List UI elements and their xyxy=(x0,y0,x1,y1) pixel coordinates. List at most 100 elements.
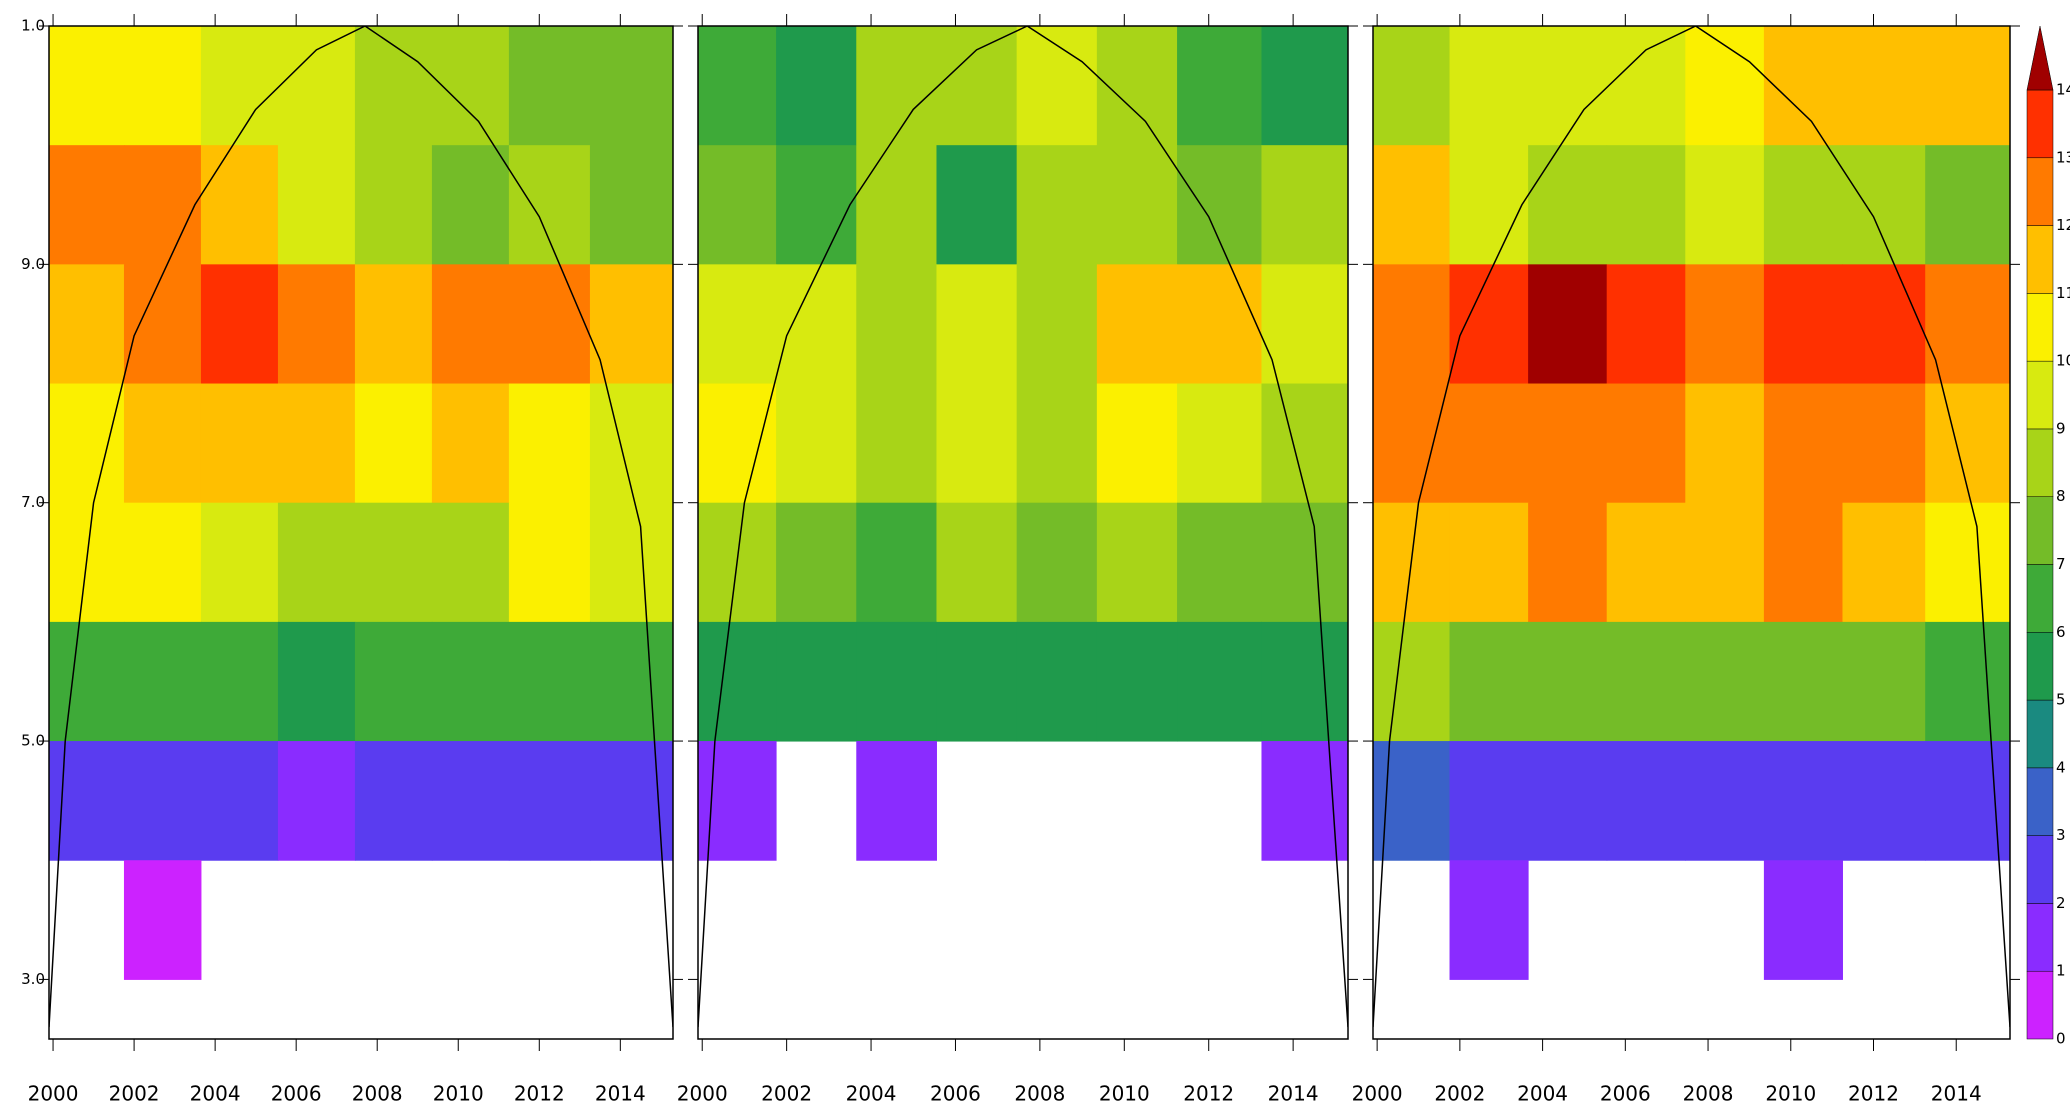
heat-cell xyxy=(1528,383,1608,504)
heat-cell xyxy=(431,264,510,385)
heat-cell xyxy=(589,502,673,623)
colorbar-segment xyxy=(2026,564,2054,633)
x-tick-label: 2014 xyxy=(1931,1082,1982,1106)
heat-cell xyxy=(49,621,125,742)
x-tick-label: 2000 xyxy=(28,1082,79,1106)
heat-cell xyxy=(1449,621,1529,742)
heat-cell xyxy=(1685,264,1765,385)
heat-cell xyxy=(1096,26,1178,146)
heat-cell xyxy=(1373,264,1451,385)
heat-cell xyxy=(1449,26,1529,146)
heat-cell xyxy=(508,502,591,623)
heat-cell xyxy=(856,145,937,265)
heat-cell xyxy=(277,26,356,146)
heat-cell xyxy=(1449,383,1529,504)
x-tick-label: 2002 xyxy=(1434,1082,1485,1106)
plot-frame xyxy=(1372,25,2011,1040)
heat-cell xyxy=(1606,621,1686,742)
heat-cell xyxy=(1261,741,1348,861)
colorbar-segment xyxy=(2026,767,2054,836)
heat-cell xyxy=(431,621,510,742)
heat-cell xyxy=(1606,741,1686,861)
heat-cell xyxy=(698,26,777,146)
cone-of-influence xyxy=(698,26,1348,1028)
heat-cell xyxy=(1685,383,1765,504)
heat-cell xyxy=(1685,502,1765,623)
heat-cell xyxy=(1016,26,1098,146)
heat-cell xyxy=(1763,621,1843,742)
heat-cell xyxy=(1925,26,2010,146)
heat-cell xyxy=(1016,502,1098,623)
heat-cell xyxy=(1449,502,1529,623)
x-tick-label: 2000 xyxy=(1352,1082,1403,1106)
heat-cell xyxy=(1685,26,1765,146)
heat-cell xyxy=(1842,145,1926,265)
heat-cell xyxy=(354,502,433,623)
heat-cell xyxy=(354,145,433,265)
heat-cell xyxy=(1096,264,1178,385)
x-tick-label: 2000 xyxy=(677,1082,728,1106)
colorbar-segment xyxy=(2026,632,2054,701)
x-tick-label: 2012 xyxy=(1183,1082,1234,1106)
y-tick-label: 3.0 xyxy=(21,970,45,988)
heat-cell xyxy=(1606,264,1686,385)
heat-cell xyxy=(1685,145,1765,265)
heat-cell xyxy=(698,145,777,265)
heat-cell xyxy=(1763,26,1843,146)
heat-cell xyxy=(1177,26,1262,146)
y-tick-label: 7.0 xyxy=(21,493,45,511)
heat-cell xyxy=(1261,26,1348,146)
heat-cell xyxy=(1925,145,2010,265)
heat-cell xyxy=(354,26,433,146)
heat-cell xyxy=(431,502,510,623)
x-tick-label: 2006 xyxy=(271,1082,322,1106)
heat-cell xyxy=(1449,741,1529,861)
heat-cell xyxy=(1528,621,1608,742)
heat-cell xyxy=(1373,741,1451,861)
x-tick-label: 2002 xyxy=(761,1082,812,1106)
heat-cell xyxy=(1763,383,1843,504)
heat-cell xyxy=(123,264,202,385)
heat-cell xyxy=(200,145,279,265)
colorbar-label: 6 xyxy=(2056,623,2066,641)
heat-cell xyxy=(123,741,202,861)
heat-cell xyxy=(1925,264,2010,385)
heat-cell xyxy=(936,145,1018,265)
heat-cell xyxy=(200,621,279,742)
heat-cell xyxy=(1449,145,1529,265)
colorbar-segment xyxy=(2026,293,2054,362)
heat-cell xyxy=(1016,264,1098,385)
plot-frame xyxy=(697,25,1349,1040)
heat-cell xyxy=(589,264,673,385)
heat-cell xyxy=(1096,145,1178,265)
heat-cell xyxy=(856,741,937,861)
heat-cell xyxy=(1925,502,2010,623)
heat-cell xyxy=(1177,621,1262,742)
heat-cell xyxy=(200,741,279,861)
heat-cell xyxy=(1261,502,1348,623)
heat-cell xyxy=(508,264,591,385)
heat-cell xyxy=(1261,264,1348,385)
heat-cell xyxy=(123,621,202,742)
y-tick-label: 1.0 xyxy=(21,17,45,35)
heat-cell xyxy=(1528,26,1608,146)
x-tick-label: 2006 xyxy=(930,1082,981,1106)
colorbar-label: 5 xyxy=(2056,691,2066,709)
colorbar-label: 4 xyxy=(2056,758,2066,776)
heat-cell xyxy=(123,145,202,265)
x-tick-label: 2010 xyxy=(1099,1082,1150,1106)
heat-cell xyxy=(589,621,673,742)
heat-cell xyxy=(1925,383,2010,504)
colorbar-label: 1 xyxy=(2056,962,2066,980)
colorbar-segment xyxy=(2026,699,2054,769)
plot-area xyxy=(1373,26,2010,1028)
heat-cell xyxy=(856,26,937,146)
colorbar-label: 11 xyxy=(2056,284,2070,302)
heat-cell xyxy=(508,621,591,742)
heat-cell xyxy=(776,145,857,265)
heat-cell xyxy=(698,621,777,742)
heat-cell xyxy=(1177,502,1262,623)
heat-cell xyxy=(508,26,591,146)
heat-cell xyxy=(1016,621,1098,742)
